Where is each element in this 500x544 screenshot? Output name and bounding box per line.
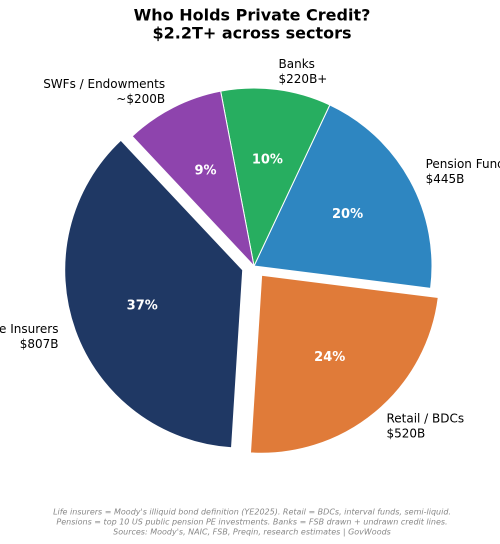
amount-label: $220B+ (279, 72, 328, 86)
percent-label: 10% (252, 153, 283, 168)
amount-label: $807B (20, 337, 59, 351)
percent-label: 9% (194, 163, 216, 178)
amount-label: $445B (426, 172, 465, 186)
category-label: Retail / BDCs (386, 412, 464, 426)
footnote: Sources: Moody's, NAIC, FSB, Preqin, res… (113, 528, 391, 537)
chart-subtitle: $2.2T+ across sectors (152, 24, 351, 43)
pie-slice (249, 274, 439, 454)
percent-label: 20% (332, 207, 363, 222)
category-label: Life Insurers (0, 322, 58, 336)
footnote: Pensions = top 10 US public pension PE i… (56, 518, 447, 527)
pie-slice (131, 90, 255, 268)
percent-label: 37% (127, 299, 158, 314)
amount-label: $520B (386, 427, 425, 441)
category-label: SWFs / Endowments (43, 77, 165, 91)
chart-title: Who Holds Private Credit? (134, 6, 371, 25)
category-label: Pension Funds (426, 157, 500, 171)
category-label: Banks (279, 57, 315, 71)
amount-label: ~$200B (116, 92, 165, 106)
percent-label: 24% (314, 350, 345, 365)
pie-slice (220, 87, 331, 268)
footnote: Life insurers = Moody's illiquid bond de… (53, 508, 451, 517)
pie-slice (64, 139, 244, 449)
pie-slice (253, 104, 433, 289)
